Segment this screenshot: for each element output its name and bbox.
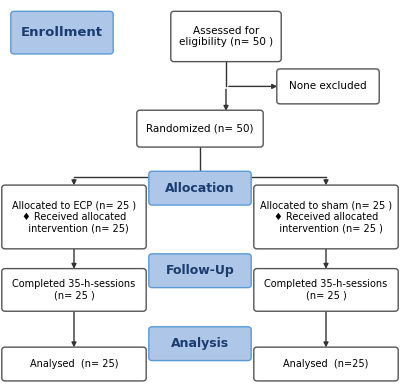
Text: Analysed  (n=25): Analysed (n=25) (283, 359, 369, 369)
FancyBboxPatch shape (149, 327, 251, 361)
Text: Allocation: Allocation (165, 182, 235, 195)
Text: Enrollment: Enrollment (21, 26, 103, 39)
FancyBboxPatch shape (254, 185, 398, 249)
Text: Randomized (n= 50): Randomized (n= 50) (146, 124, 254, 134)
Text: Assessed for
eligibility (n= 50 ): Assessed for eligibility (n= 50 ) (179, 26, 273, 47)
Text: Analysis: Analysis (171, 337, 229, 350)
Text: Allocated to ECP (n= 25 )
♦ Received allocated
   intervention (n= 25): Allocated to ECP (n= 25 ) ♦ Received all… (12, 200, 136, 233)
Text: Completed 35-h-sessions
(n= 25 ): Completed 35-h-sessions (n= 25 ) (12, 279, 136, 301)
FancyBboxPatch shape (277, 69, 379, 104)
FancyBboxPatch shape (149, 254, 251, 288)
FancyBboxPatch shape (2, 347, 146, 381)
FancyBboxPatch shape (11, 11, 113, 54)
Text: None excluded: None excluded (289, 81, 367, 91)
FancyBboxPatch shape (149, 171, 251, 205)
Text: Allocated to sham (n= 25 )
♦ Received allocated
   intervention (n= 25 ): Allocated to sham (n= 25 ) ♦ Received al… (260, 200, 392, 233)
FancyBboxPatch shape (171, 11, 281, 62)
FancyBboxPatch shape (254, 347, 398, 381)
Text: Follow-Up: Follow-Up (166, 264, 234, 277)
FancyBboxPatch shape (254, 269, 398, 311)
FancyBboxPatch shape (137, 110, 263, 147)
FancyBboxPatch shape (2, 269, 146, 311)
FancyBboxPatch shape (2, 185, 146, 249)
Text: Completed 35-h-sessions
(n= 25 ): Completed 35-h-sessions (n= 25 ) (264, 279, 388, 301)
Text: Analysed  (n= 25): Analysed (n= 25) (30, 359, 118, 369)
